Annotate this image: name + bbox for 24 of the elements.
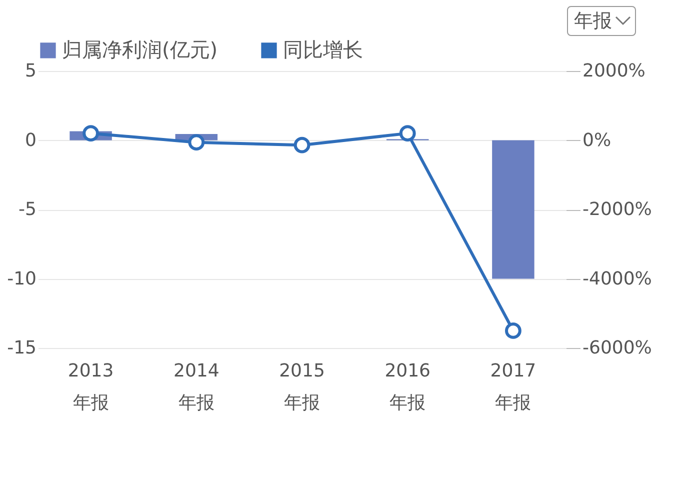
x-tick-label: 2013 年报 [68, 360, 114, 414]
y-tick-label: -15 [7, 338, 36, 358]
y2-tick-label: -4000% [582, 268, 652, 290]
x-tick-label: 2014 年报 [173, 360, 220, 414]
x-tick-label: 2015 年报 [279, 360, 325, 414]
point [399, 125, 416, 142]
point [188, 134, 205, 151]
y2-tick-label: -6000% [582, 338, 652, 358]
x-tick-label: 2017 年报 [490, 360, 536, 414]
x-tick-label: 2016 年报 [384, 360, 431, 414]
y-tick-label: -5 [18, 199, 36, 220]
y-tick-label: 0 [25, 130, 36, 151]
y-tick-label: 5 [25, 60, 36, 82]
point [504, 322, 522, 339]
y-tick-label: -10 [7, 268, 36, 290]
y2-tick-label: 0% [582, 130, 612, 151]
point [82, 125, 100, 142]
y2-tick-label: 2000% [582, 60, 646, 82]
bar [492, 140, 534, 279]
legend-label: 归属净利润(亿元) [62, 37, 218, 62]
point [294, 136, 310, 154]
legend-label: 同比增长 [283, 37, 363, 62]
y2-tick-label: -2000% [582, 199, 652, 220]
text: 年报 [574, 9, 612, 34]
